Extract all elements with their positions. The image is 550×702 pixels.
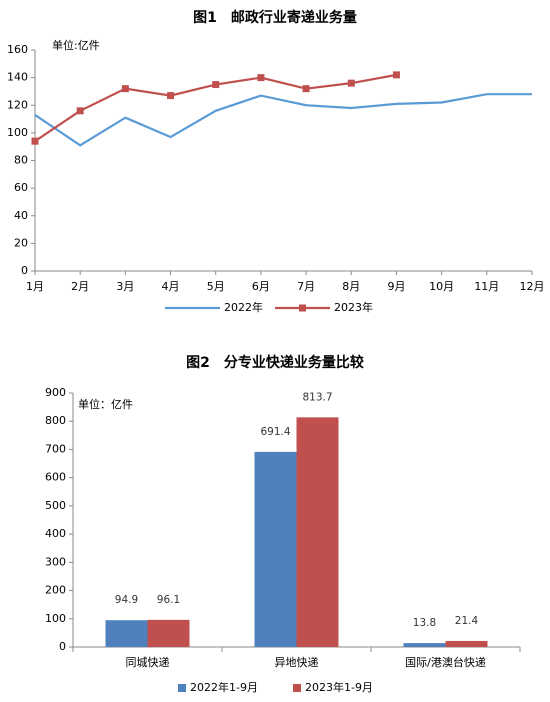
x-tick-label: 10月: [429, 280, 454, 293]
x-tick-label: 2月: [71, 280, 89, 293]
chart-title: 图2 分专业快递业务量比较: [186, 354, 364, 371]
y-tick-label: 200: [45, 584, 66, 597]
point-marker: [257, 74, 265, 82]
y-tick-label: 600: [45, 471, 66, 484]
x-tick-label: 4月: [162, 280, 180, 293]
bar: [296, 417, 339, 647]
y-tick-label: 120: [7, 98, 28, 111]
x-tick-label: 6月: [252, 280, 270, 293]
y-tick-label: 60: [14, 181, 28, 194]
unit-annotation: 单位:亿件: [52, 38, 100, 52]
y-tick-label: 40: [14, 209, 28, 222]
legend-label: 2023年: [334, 300, 373, 314]
legend-swatch: [178, 684, 186, 692]
chart-title: 图1 邮政行业寄递业务量: [193, 9, 357, 26]
y-tick-label: 20: [14, 236, 28, 249]
y-tick-label: 0: [21, 264, 28, 277]
series-line: [34, 93, 532, 147]
y-tick-label: 300: [45, 555, 66, 568]
x-tick-label: 7月: [297, 280, 315, 293]
y-tick-label: 0: [59, 640, 66, 653]
bar: [254, 451, 297, 647]
point-marker: [31, 137, 39, 145]
value-label: 813.7: [302, 391, 332, 403]
bar: [445, 640, 488, 647]
y-tick-label: 400: [45, 527, 66, 540]
x-tick-label: 12月: [520, 280, 545, 293]
legend-label: 2022年1-9月: [190, 680, 258, 694]
x-tick-label: 9月: [387, 280, 405, 293]
legend-marker: [299, 304, 306, 312]
point-marker: [302, 85, 310, 93]
unit-annotation: 单位：亿件: [78, 397, 133, 411]
y-tick-label: 160: [7, 43, 28, 56]
x-tick-label: 3月: [116, 280, 134, 293]
y-tick-label: 100: [7, 126, 28, 139]
legend-swatch: [293, 684, 301, 692]
bar: [147, 619, 190, 647]
point-marker: [167, 92, 175, 100]
value-label: 13.8: [413, 617, 436, 629]
point-marker: [121, 85, 129, 93]
y-tick-label: 100: [45, 612, 66, 625]
value-label: 96.1: [157, 594, 180, 606]
x-tick-label: 异地快递: [275, 655, 319, 669]
point-marker: [392, 71, 400, 79]
value-label: 691.4: [260, 426, 290, 438]
bar: [105, 620, 148, 647]
x-tick-label: 国际/港澳台快递: [405, 655, 486, 669]
point-marker: [212, 81, 220, 89]
point-marker: [76, 107, 84, 115]
x-tick-label: 同城快递: [126, 655, 170, 669]
y-tick-label: 700: [45, 442, 66, 455]
y-tick-label: 500: [45, 499, 66, 512]
y-tick-label: 80: [14, 154, 28, 167]
y-tick-label: 900: [45, 386, 66, 399]
value-label: 94.9: [115, 594, 138, 606]
point-marker: [347, 79, 355, 87]
legend-label: 2023年1-9月: [305, 680, 373, 694]
x-tick-label: 1月: [26, 280, 44, 293]
y-tick-label: 800: [45, 414, 66, 427]
value-label: 21.4: [455, 615, 479, 627]
bar: [403, 643, 446, 647]
x-tick-label: 8月: [342, 280, 360, 293]
legend-label: 2022年: [224, 300, 263, 314]
x-tick-label: 5月: [207, 280, 225, 293]
x-tick-label: 11月: [474, 280, 499, 293]
y-tick-label: 140: [7, 71, 28, 84]
